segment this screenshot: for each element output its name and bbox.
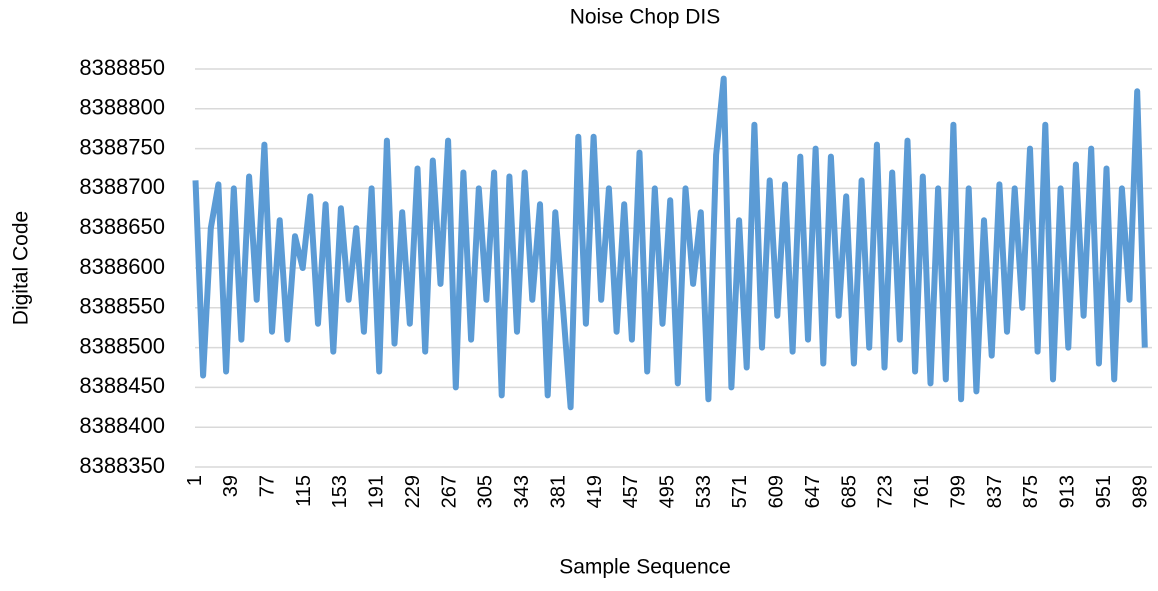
x-tick-label: 153 [329, 475, 351, 508]
y-tick-label: 8388400 [79, 413, 165, 438]
x-tick-label: 723 [875, 475, 897, 508]
y-axis-title: Digital Code [10, 211, 33, 325]
x-tick-label: 381 [547, 475, 569, 508]
x-tick-label: 343 [511, 475, 533, 508]
x-tick-label: 913 [1057, 475, 1079, 508]
x-tick-label: 761 [911, 475, 933, 508]
x-tick-label: 837 [984, 475, 1006, 508]
x-tick-label: 457 [620, 475, 642, 508]
y-tick-label: 8388550 [79, 294, 165, 319]
x-tick-label: 875 [1020, 475, 1042, 508]
chart-title: Noise Chop DIS [570, 6, 721, 29]
y-tick-label: 8388500 [79, 333, 165, 358]
x-tick-label: 989 [1129, 475, 1151, 508]
data-line [192, 75, 1148, 411]
x-tick-label: 533 [693, 475, 715, 508]
x-tick-label: 685 [838, 475, 860, 508]
x-tick-label: 305 [475, 475, 497, 508]
x-tick-label: 1 [184, 475, 206, 486]
x-axis-title: Sample Sequence [559, 556, 731, 579]
y-tick-label: 8388650 [79, 214, 165, 239]
x-tick-label: 191 [366, 475, 388, 508]
x-tick-label: 799 [947, 475, 969, 508]
x-tick-label: 267 [438, 475, 460, 508]
x-tick-label: 115 [293, 475, 315, 507]
y-tick-label: 8388700 [79, 174, 165, 199]
x-tick-label: 419 [584, 475, 606, 508]
y-tick-label: 8388850 [79, 55, 165, 80]
y-tick-label: 8388450 [79, 373, 165, 398]
x-tick-label: 647 [802, 475, 824, 508]
x-tick-label: 77 [256, 475, 278, 497]
y-tick-label: 8388350 [79, 453, 165, 478]
y-tick-label: 8388600 [79, 254, 165, 279]
x-tick-label: 495 [657, 475, 679, 508]
x-tick-label: 229 [402, 475, 424, 508]
x-tick-label: 951 [1093, 475, 1115, 508]
x-tick-label: 39 [220, 475, 242, 497]
y-tick-label: 8388750 [79, 134, 165, 159]
x-tick-label: 571 [729, 475, 751, 508]
y-tick-label: 8388800 [79, 95, 165, 120]
x-tick-label: 609 [766, 475, 788, 508]
